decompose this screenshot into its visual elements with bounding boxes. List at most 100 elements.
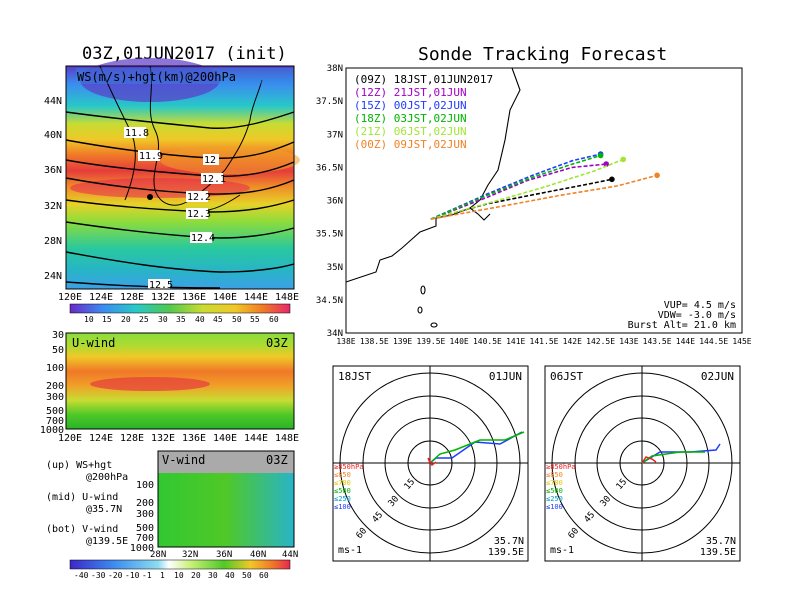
- colorbar-tick: 30: [208, 571, 218, 580]
- track-params: VUP= 4.5 m/s VDW= -3.0 m/s Burst Alt= 21…: [628, 300, 736, 331]
- v-colorbar: [69, 559, 291, 570]
- lat-tick-label: 37.5N: [316, 97, 343, 107]
- ws-panel-label: WS(m/s)+hgt(km)@200hPa: [77, 70, 236, 84]
- lon-tick-label: 143E: [619, 337, 638, 346]
- lon-tick-label: 139.5E: [416, 337, 445, 346]
- lon-tick-label: 144E: [676, 337, 695, 346]
- lat-tick-label: 28N: [44, 236, 62, 247]
- p-tick-label: 700: [136, 533, 154, 544]
- lon-tick-label: 132E: [151, 433, 175, 444]
- v-panel-time: 03Z: [266, 453, 288, 467]
- lon-tick-label: 140E: [213, 292, 237, 303]
- contour-label: 12.5: [149, 280, 173, 291]
- track-line-5: [430, 174, 658, 220]
- note-sub: @35.7N: [86, 504, 122, 515]
- panel-notes: (up) WS+hgt @200hPa (mid) U-wind @35.7N …: [46, 460, 128, 547]
- u-jet-core: [90, 377, 210, 391]
- lon-tick-label: 140E: [213, 433, 237, 444]
- colorbar-tick: -20: [108, 571, 123, 580]
- ws-shading: [66, 66, 294, 289]
- track-line-3: [430, 154, 601, 220]
- lon-tick-label: 128E: [120, 433, 144, 444]
- hodo-lat: 35.7N: [706, 536, 736, 547]
- legend-code: (21Z): [354, 125, 387, 138]
- p-tick-label: 500: [46, 406, 64, 417]
- level-label: ≤700: [334, 479, 351, 487]
- p-tick-label: 500: [136, 523, 154, 534]
- v-panel-label: V-wind: [162, 453, 205, 467]
- track-series-group: [430, 151, 660, 220]
- p-tick-label: 100: [136, 480, 154, 491]
- lat-tick-label: 35.5N: [316, 230, 343, 240]
- param-burst-alt: Burst Alt= 21.0 km: [628, 320, 736, 331]
- note-head: (up) WS+hgt: [46, 460, 112, 471]
- ws-jet-core: [160, 146, 300, 174]
- hodo-time-left: 06JST: [550, 370, 583, 383]
- hodo-date-right: 02JUN: [701, 370, 734, 383]
- lat-tick-label: 37N: [327, 130, 343, 140]
- track-landing-point-3: [597, 152, 604, 159]
- level-label: ≥850hPa: [546, 463, 576, 471]
- contour-label: 12.4: [191, 233, 215, 244]
- legend-item-0: (09Z) 18JST,01JUN2017: [354, 73, 493, 86]
- legend-item-1: (12Z) 21JST,01JUN: [354, 86, 467, 99]
- p-tick-label: 200: [136, 498, 154, 509]
- legend-time: 06JST,02JUN: [394, 125, 467, 138]
- lat-tick-label: 40N: [250, 550, 266, 560]
- lon-tick-label: 144E: [244, 292, 268, 303]
- v-missing-region: [158, 451, 294, 473]
- lon-tick-label: 124E: [89, 292, 113, 303]
- lon-tick-label: 138E: [336, 337, 355, 346]
- level-label: ≤700: [546, 479, 563, 487]
- ws-map-panel: 11.8 11.9 12 12.1 12.2 12.3 12.4 12.5 WS…: [44, 58, 300, 324]
- lon-tick-label: 143.5E: [643, 337, 672, 346]
- lon-tick-label: 148E: [275, 433, 299, 444]
- colorbar-tick: 60: [259, 571, 269, 580]
- p-tick-label: 300: [136, 509, 154, 520]
- colorbar-tick: 25: [139, 315, 149, 324]
- legend-code: (09Z): [354, 73, 387, 86]
- level-label: ≤250: [334, 495, 351, 503]
- lon-tick-label: 148E: [275, 292, 299, 303]
- colorbar-tick: -30: [91, 571, 106, 580]
- level-label: ≤100: [334, 503, 351, 511]
- p-tick-label: 30: [52, 330, 64, 341]
- hodo-trace-mid: [641, 451, 705, 464]
- hodo-rings: [333, 366, 528, 561]
- p-tick-label: 50: [52, 345, 64, 356]
- lat-tick-label: 36.5N: [316, 163, 343, 173]
- hodo-trace-mid: [429, 431, 525, 464]
- hodo-lat: 35.7N: [494, 536, 524, 547]
- lon-tick-label: 138.5E: [360, 337, 389, 346]
- lon-tick-label: 145E: [732, 337, 751, 346]
- level-label: ≤250: [546, 495, 563, 503]
- colorbar-tick: 55: [250, 315, 260, 324]
- colorbar-tick: 10: [84, 315, 94, 324]
- colorbar-tick: -40: [74, 571, 89, 580]
- colorbar-tick: 50: [232, 315, 242, 324]
- lon-tick-label: 136E: [182, 433, 206, 444]
- note-sub: @200hPa: [86, 472, 128, 483]
- level-label: ≤850: [334, 471, 351, 479]
- note-head: (bot) V-wind: [46, 524, 118, 535]
- hodo-unit: ms-1: [338, 545, 362, 556]
- v-p-ticks: 100 200 300 500 700 1000: [130, 480, 154, 554]
- legend-time: 21JST,01JUN: [394, 86, 467, 99]
- track-line-1: [430, 163, 607, 220]
- contour-label: 12.3: [187, 209, 211, 220]
- lon-tick-label: 132E: [151, 292, 175, 303]
- colorbar-tick: 40: [195, 315, 205, 324]
- contour-label: 11.9: [139, 151, 163, 162]
- track-landing-point-4: [620, 156, 626, 163]
- hodo-trace-low: [641, 456, 657, 464]
- level-label: ≤500: [334, 487, 351, 495]
- level-label: ≤500: [546, 487, 563, 495]
- ws-colorbar: [69, 303, 291, 314]
- param-vdw: VDW= -3.0 m/s: [658, 310, 736, 321]
- v-frame: [157, 450, 295, 548]
- u-panel-label: U-wind: [72, 336, 115, 350]
- lat-tick-label: 44N: [44, 96, 62, 107]
- lon-tick-label: 128E: [120, 292, 144, 303]
